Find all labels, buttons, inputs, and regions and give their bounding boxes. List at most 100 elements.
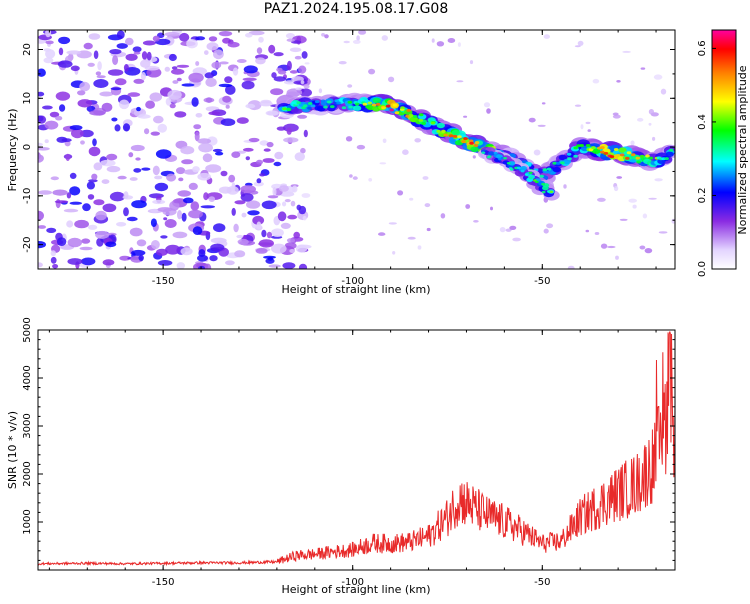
spectrogram-cell: [243, 65, 258, 74]
spectrogram-cell: [514, 166, 518, 170]
spectrogram-cell: [210, 243, 225, 252]
spectrogram-cell: [472, 155, 476, 159]
spectrogram-cell: [628, 198, 637, 203]
spectrogram-cell: [208, 111, 221, 116]
spectrogram-cell: [133, 168, 142, 173]
spectrogram-cell: [543, 34, 550, 39]
spectrogram-cell: [206, 42, 219, 51]
spectrogram-cell: [295, 244, 308, 253]
spectrogram-cell: [252, 215, 265, 225]
spectrogram-cell: [231, 151, 241, 158]
spectrogram-cell: [181, 212, 187, 222]
spectrogram-cell: [245, 156, 250, 161]
spectrogram-cell: [69, 125, 83, 131]
spectrogram-cell: [164, 219, 177, 228]
spectrogram-cell: [180, 146, 195, 155]
spectrogram-cell: [101, 179, 110, 185]
spectrogram-cell: [352, 105, 362, 111]
spectrogram-cell: [166, 173, 177, 182]
spectrogram-cell: [574, 45, 581, 48]
spectrogram-cell: [294, 152, 305, 162]
spectrogram-cell: [436, 129, 441, 133]
spectrogram-cell: [149, 92, 163, 102]
spectrogram-cell: [132, 46, 142, 53]
spectrogram-cell: [236, 59, 247, 63]
y-tick-label: 0: [22, 144, 33, 150]
spectrogram-cell: [368, 68, 376, 75]
spectrogram-cell: [375, 102, 381, 106]
spectrogram-cell: [468, 139, 474, 143]
spectrogram-cell: [109, 49, 122, 55]
spectrogram-cell: [206, 136, 218, 146]
spectrogram-cell: [537, 124, 546, 127]
spectrogram-cell: [303, 104, 308, 108]
spectrogram-cell: [318, 88, 323, 94]
spectrogram-cell: [452, 134, 458, 138]
spectrogram-cell: [213, 223, 226, 233]
spectrogram-cell: [347, 84, 353, 88]
spectrogram-cell: [599, 150, 605, 154]
spectrogram-cell: [632, 204, 637, 209]
spectrogram-cell: [310, 104, 316, 108]
spectrogram-cell: [465, 204, 471, 209]
spectrogram-cell: [65, 153, 71, 161]
spectrogram-cell: [301, 51, 308, 59]
x-tick-label: -50: [534, 577, 550, 588]
spectrogram-cell: [163, 217, 168, 221]
spectrogram-cell: [487, 151, 495, 156]
chart-title: PAZ1.2024.195.08.17.G08: [263, 1, 449, 17]
spectrogram-cell: [652, 136, 656, 141]
spectrogram-cell: [352, 176, 358, 180]
spectrogram-cell: [256, 159, 263, 165]
y-tick-label: 1000: [22, 509, 33, 534]
spectrogram-cell: [67, 258, 83, 265]
spectrogram-cell: [141, 51, 148, 60]
spectrogram-cell: [191, 97, 199, 107]
spectrogram-cell: [653, 74, 663, 80]
spectrogram-cell: [336, 101, 341, 105]
spectrogram-cell: [95, 230, 110, 239]
spectrogram-cell: [82, 203, 91, 212]
spectrogram-cell: [516, 166, 521, 170]
spectrogram-cell: [469, 141, 474, 145]
spectrogram-cell: [50, 256, 57, 264]
spectrogram-cell: [567, 157, 572, 161]
spectrogram-cell: [347, 100, 353, 104]
spectrogram-cell: [197, 138, 211, 144]
spectrogram-cell: [205, 77, 217, 87]
spectrogram-cell: [119, 255, 131, 261]
spectrogram-cell: [81, 238, 91, 244]
spectrogram-cell: [66, 220, 74, 228]
signal-track: [275, 92, 675, 185]
spectrogram-cell: [457, 42, 461, 47]
spectrogram-cell: [636, 160, 641, 164]
spectrogram-cell: [506, 162, 511, 165]
spectrogram-cell: [88, 146, 101, 157]
spectrogram-cell: [258, 36, 264, 43]
spectrogram-cell: [265, 110, 279, 116]
spectrogram-cell: [481, 151, 486, 154]
spectrogram-cell: [272, 187, 277, 197]
spectrogram-cell: [38, 210, 44, 221]
spectrogram-cell: [558, 154, 568, 161]
spectrogram-cell: [111, 117, 118, 122]
spectrogram-cell: [286, 238, 296, 243]
y-tick-label: 10: [22, 92, 33, 105]
spectrogram-cell: [600, 243, 608, 249]
spectrogram-cell: [414, 138, 422, 143]
x-tick-label: -100: [341, 577, 364, 588]
spectrogram-cell: [573, 154, 578, 158]
spectrogram-cell: [463, 115, 468, 118]
spectrogram-cell: [87, 62, 95, 67]
spectrogram-cell: [509, 225, 517, 230]
spectrogram-y-ticks: -20 -10 0 10 20: [22, 43, 675, 270]
spectrogram-cell: [46, 227, 57, 233]
spectrogram-cell: [644, 248, 653, 254]
spectrogram-cell: [202, 153, 213, 163]
spectrogram-cell: [600, 146, 605, 150]
spectrogram-cell: [552, 161, 557, 165]
spectrogram-cell: [441, 129, 446, 133]
spectrogram-cell: [267, 195, 279, 199]
spectrogram-cell: [165, 97, 172, 106]
spectrogram-cell: [66, 50, 82, 55]
